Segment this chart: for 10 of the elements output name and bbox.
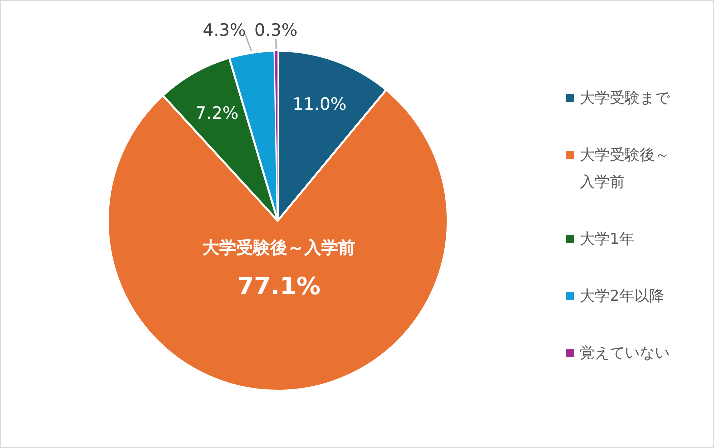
legend-label: 大学2年以降: [580, 287, 665, 305]
data-label: 0.3%: [254, 21, 298, 42]
legend-label: 大学受験後～入学前: [580, 146, 670, 191]
legend-label: 大学受験まで: [580, 89, 671, 107]
data-label: 11.0%: [292, 95, 347, 116]
legend-label: 覚えていない: [580, 344, 670, 362]
data-label: 7.2%: [196, 104, 239, 124]
data-label: 大学受験後～入学前 77.1%: [202, 238, 356, 301]
data-label: 4.3%: [203, 21, 246, 42]
legend-label: 大学1年: [580, 230, 635, 248]
